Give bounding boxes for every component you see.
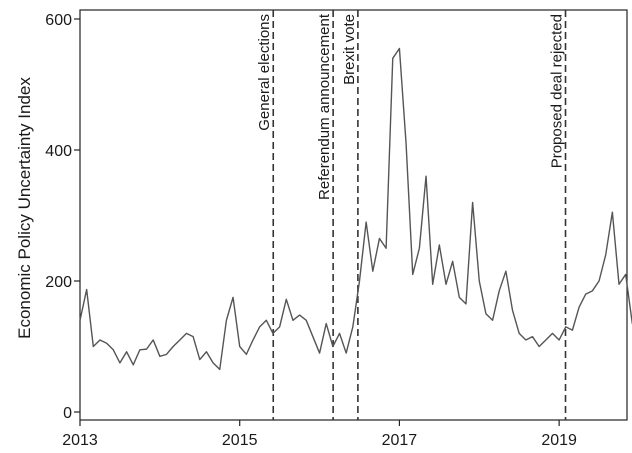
- x-tick-label: 2019: [541, 432, 577, 449]
- plot-frame: [79, 9, 628, 421]
- plot-border: [79, 9, 628, 421]
- axis-layer: 0 200 400 600 2013 2015 2017 2019: [45, 12, 577, 449]
- x-tick-label: 2015: [222, 432, 258, 449]
- y-tick-label: 200: [45, 274, 72, 291]
- y-tick-label: 600: [45, 12, 72, 29]
- x-tick-label: 2017: [382, 432, 418, 449]
- y-tick-label: 0: [63, 405, 72, 422]
- x-tick-label: 2013: [62, 432, 98, 449]
- event-label: General elections: [256, 14, 273, 131]
- event-label: Referendum announcement: [316, 13, 333, 200]
- annotation-layer: General elections Referendum announcement…: [256, 10, 567, 420]
- series-layer: [79, 47, 632, 371]
- event-label: Proposed deal rejected: [549, 14, 566, 168]
- event-label: Brexit vote: [341, 14, 358, 85]
- y-tick-label: 400: [45, 143, 72, 160]
- epu-series-line: [79, 47, 632, 371]
- y-axis-label: Economic Policy Uncertainty Index: [15, 77, 34, 339]
